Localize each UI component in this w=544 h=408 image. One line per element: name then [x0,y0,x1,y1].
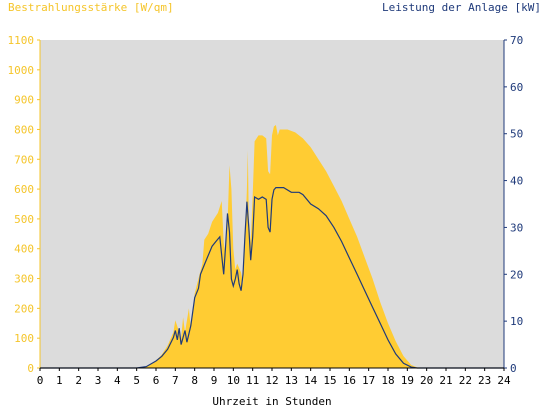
x-tick-label: 11 [246,374,259,387]
right-tick-label: 0 [510,362,517,375]
x-tick-label: 17 [362,374,375,387]
x-tick-label: 7 [172,374,179,387]
left-tick-label: 1000 [8,64,35,77]
x-tick-label: 9 [211,374,218,387]
left-tick-label: 0 [27,362,34,375]
x-tick-label: 12 [265,374,278,387]
x-tick-label: 2 [75,374,82,387]
left-tick-label: 500 [14,213,34,226]
left-tick-label: 700 [14,153,34,166]
x-tick-label: 3 [95,374,102,387]
left-tick-label: 1100 [8,34,35,47]
left-tick-label: 900 [14,94,34,107]
irradiance-area [136,125,421,368]
x-tick-label: 18 [381,374,394,387]
x-tick-label: 21 [439,374,452,387]
power-line [40,187,504,369]
left-tick-label: 100 [14,332,34,345]
x-tick-label: 8 [191,374,198,387]
right-tick-label: 30 [510,221,523,234]
right-axis-ticks: 0 10 20 30 40 50 60 70 [504,34,523,375]
right-tick-label: 60 [510,81,523,94]
x-tick-label: 20 [420,374,433,387]
x-tick-label: 6 [153,374,160,387]
x-tick-label: 4 [114,374,121,387]
left-tick-label: 200 [14,302,34,315]
x-tick-label: 16 [343,374,356,387]
right-axis-title: Leistung der Anlage [kW] [382,1,541,14]
left-tick-label: 800 [14,123,34,136]
x-tick-label: 5 [133,374,140,387]
right-tick-label: 70 [510,34,523,47]
x-axis-label: Uhrzeit in Stunden [212,395,331,408]
left-tick-label: 600 [14,183,34,196]
x-tick-label: 1 [56,374,63,387]
x-tick-label: 19 [401,374,414,387]
x-tick-label: 24 [497,374,511,387]
x-tick-label: 0 [37,374,44,387]
left-tick-label: 300 [14,273,34,286]
x-tick-label: 13 [285,374,298,387]
x-tick-label: 10 [227,374,240,387]
left-axis-ticks: 0 100 200 300 400 500 600 700 800 900 1000 1100 [8,34,40,375]
left-tick-label: 400 [14,243,34,256]
x-tick-label: 22 [459,374,472,387]
right-tick-label: 50 [510,128,523,141]
x-tick-label: 15 [323,374,336,387]
x-tick-label: 23 [478,374,491,387]
right-tick-label: 40 [510,175,523,188]
left-axis-title: Bestrahlungsstärke [W/qm] [8,1,174,14]
right-tick-label: 10 [510,315,523,328]
x-tick-label: 14 [304,374,318,387]
x-axis-ticks: 0 1 2 3 4 5 6 7 8 9 10 11 12 13 14 15 16 17 18 19 20 21 22 23 24 [37,368,511,387]
right-tick-label: 20 [510,268,523,281]
